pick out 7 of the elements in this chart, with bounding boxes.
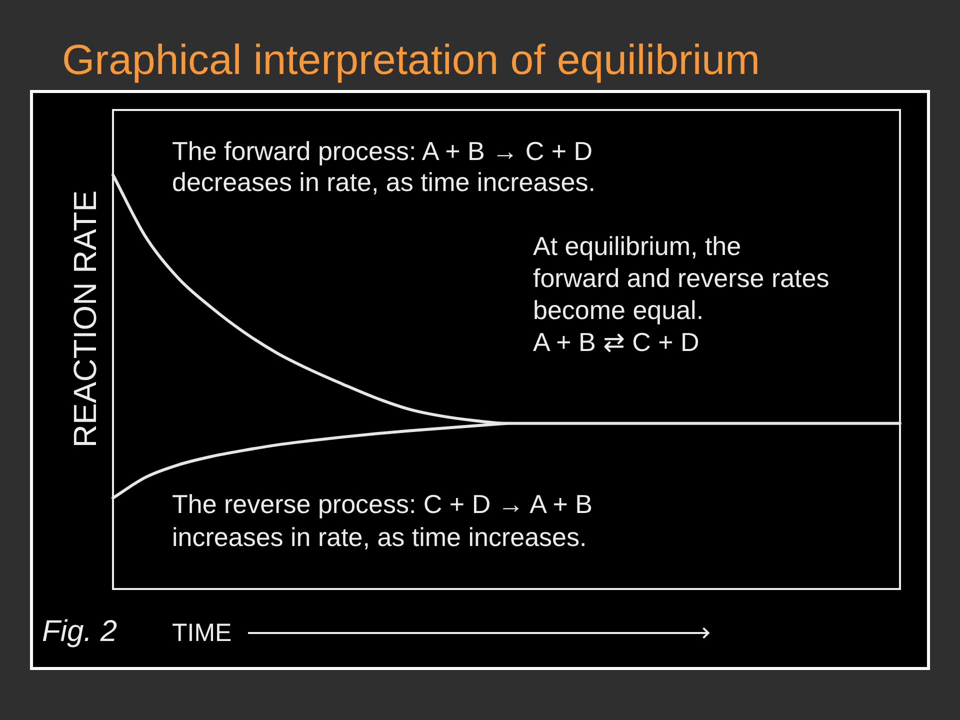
chart-title: Graphical interpretation of equilibrium bbox=[62, 35, 760, 85]
annotation: At equilibrium, the forward and reverse rates become equal. A + B ⇄ C + D bbox=[533, 230, 830, 358]
annotation: The reverse process: C + D → A + B increases in rate, as time increases. bbox=[172, 488, 593, 554]
x-axis-title: TIME bbox=[172, 618, 232, 648]
caption: Fig. 2 bbox=[42, 615, 118, 649]
y-axis-title: REACTION RATE bbox=[67, 190, 103, 448]
annotation: The forward process: A + B → C + D decreases in rate, as time increases. bbox=[172, 136, 596, 198]
